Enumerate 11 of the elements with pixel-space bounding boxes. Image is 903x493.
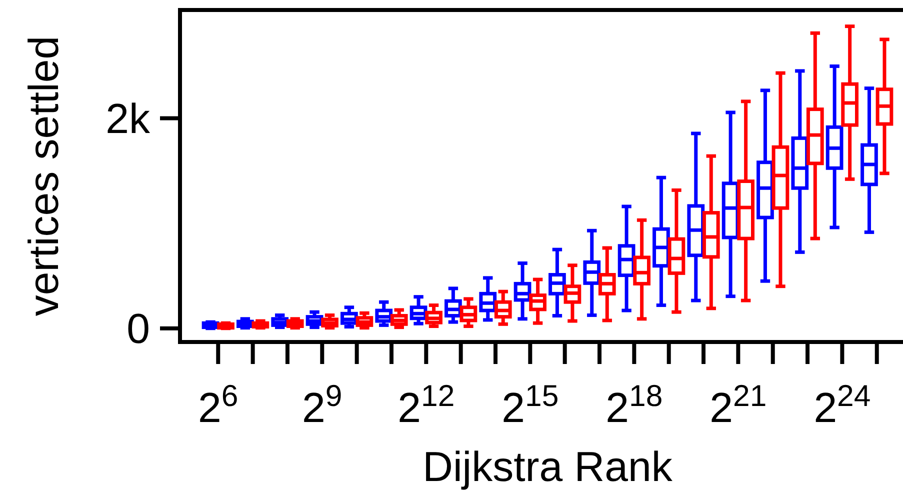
x-tick-label: 2$^{21}$	[710, 380, 767, 431]
y-tick-label: 0	[126, 305, 150, 352]
x-tick-label: 2$^{9}$	[302, 380, 342, 431]
x-tick-label: 2$^{6}$	[198, 380, 238, 431]
x-tick-label: 2$^{18}$	[606, 380, 663, 431]
x-axis-title: Dijkstra Rank	[422, 443, 674, 490]
x-tick-label: 2$^{24}$	[814, 380, 871, 431]
x-tick-label: 2$^{15}$	[502, 380, 559, 431]
y-tick-label: 2k	[106, 94, 151, 142]
x-tick-label: 2$^{12}$	[398, 380, 455, 431]
y-axis-title: vertices settled	[20, 36, 67, 316]
